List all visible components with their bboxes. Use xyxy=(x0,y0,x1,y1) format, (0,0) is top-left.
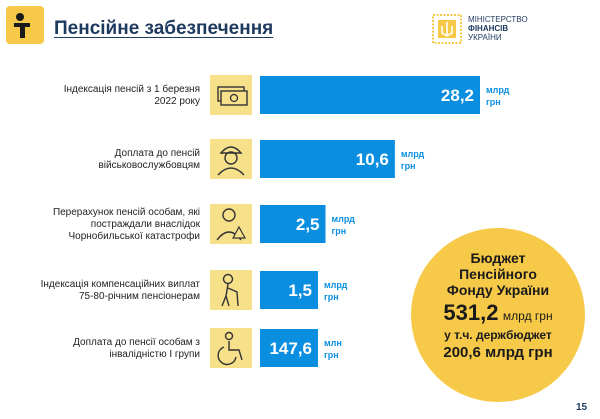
bar xyxy=(260,76,480,114)
elderly-person-icon xyxy=(210,270,252,310)
budget-title-line: Фонду України xyxy=(446,282,550,298)
unit-label: грн xyxy=(324,292,339,302)
ministry-emblem-icon xyxy=(432,14,462,44)
bar xyxy=(260,140,395,178)
category-label: інвалідністю I групи xyxy=(109,349,200,360)
budget-sub-label: у т.ч. держбюджет xyxy=(444,328,552,342)
unit-label: млрд xyxy=(486,85,510,95)
unit-label: грн xyxy=(332,226,347,236)
unit-label: грн xyxy=(324,350,339,360)
ministry-line-2: ФІНАНСІВ xyxy=(468,24,509,33)
budget-total: 531,2 млрд грн xyxy=(411,300,585,326)
value-label: 1,5 xyxy=(288,281,312,300)
radiation-worker-icon xyxy=(210,204,252,244)
wheelchair-icon xyxy=(210,328,252,368)
page-number: 15 xyxy=(576,402,588,413)
budget-title: Бюджет Пенсійного Фонду України xyxy=(411,250,585,298)
budget-circle: Бюджет Пенсійного Фонду України 531,2 мл… xyxy=(411,228,585,402)
budget-total-unit: млрд грн xyxy=(502,309,553,323)
category-label: Доплата до пенсії особам з xyxy=(73,336,200,348)
budget-total-value: 531,2 xyxy=(443,300,499,325)
unit-label: грн xyxy=(401,161,416,171)
category-label: Доплата до пенсій xyxy=(115,148,200,159)
value-label: 147,6 xyxy=(269,339,312,358)
ministry-line-1: МІНІСТЕРСТВО xyxy=(468,15,528,24)
category-label: Чорнобильської катастрофи xyxy=(68,230,200,242)
money-icon xyxy=(210,75,252,115)
unit-label: млн xyxy=(324,338,342,348)
budget-state-value: 200,6 млрд грн xyxy=(443,344,553,361)
unit-label: млрд xyxy=(324,280,348,290)
ministry-line-3: УКРАЇНИ xyxy=(468,33,502,42)
category-label: Перерахунок пенсій особам, які xyxy=(53,206,200,218)
budget-title-line: Бюджет xyxy=(470,250,526,266)
category-label: Індексація пенсій з 1 березня xyxy=(64,83,200,95)
unit-label: грн xyxy=(486,97,501,107)
category-label: постраждали внаслідок xyxy=(91,219,201,230)
logo-icon xyxy=(6,6,44,44)
category-label: 75-80-річним пенсіонерам xyxy=(79,291,200,302)
bar xyxy=(260,205,326,243)
value-label: 10,6 xyxy=(356,150,389,169)
bar xyxy=(260,329,318,367)
unit-label: млрд xyxy=(401,149,425,159)
budget-title-line: Пенсійного xyxy=(459,266,537,282)
value-label: 28,2 xyxy=(441,86,474,105)
page-title: Пенсійне забезпечення xyxy=(54,18,274,39)
ministry-name: МІНІСТЕРСТВО ФІНАНСІВ УКРАЇНИ xyxy=(468,15,528,42)
soldier-icon xyxy=(210,139,252,179)
category-label: військовослужбовцям xyxy=(98,159,200,171)
category-label: 2022 року xyxy=(154,96,200,107)
category-label: Індексація компенсаційних виплат xyxy=(41,279,201,290)
unit-label: млрд xyxy=(332,214,356,224)
bar xyxy=(260,271,318,309)
value-label: 2,5 xyxy=(296,215,320,234)
